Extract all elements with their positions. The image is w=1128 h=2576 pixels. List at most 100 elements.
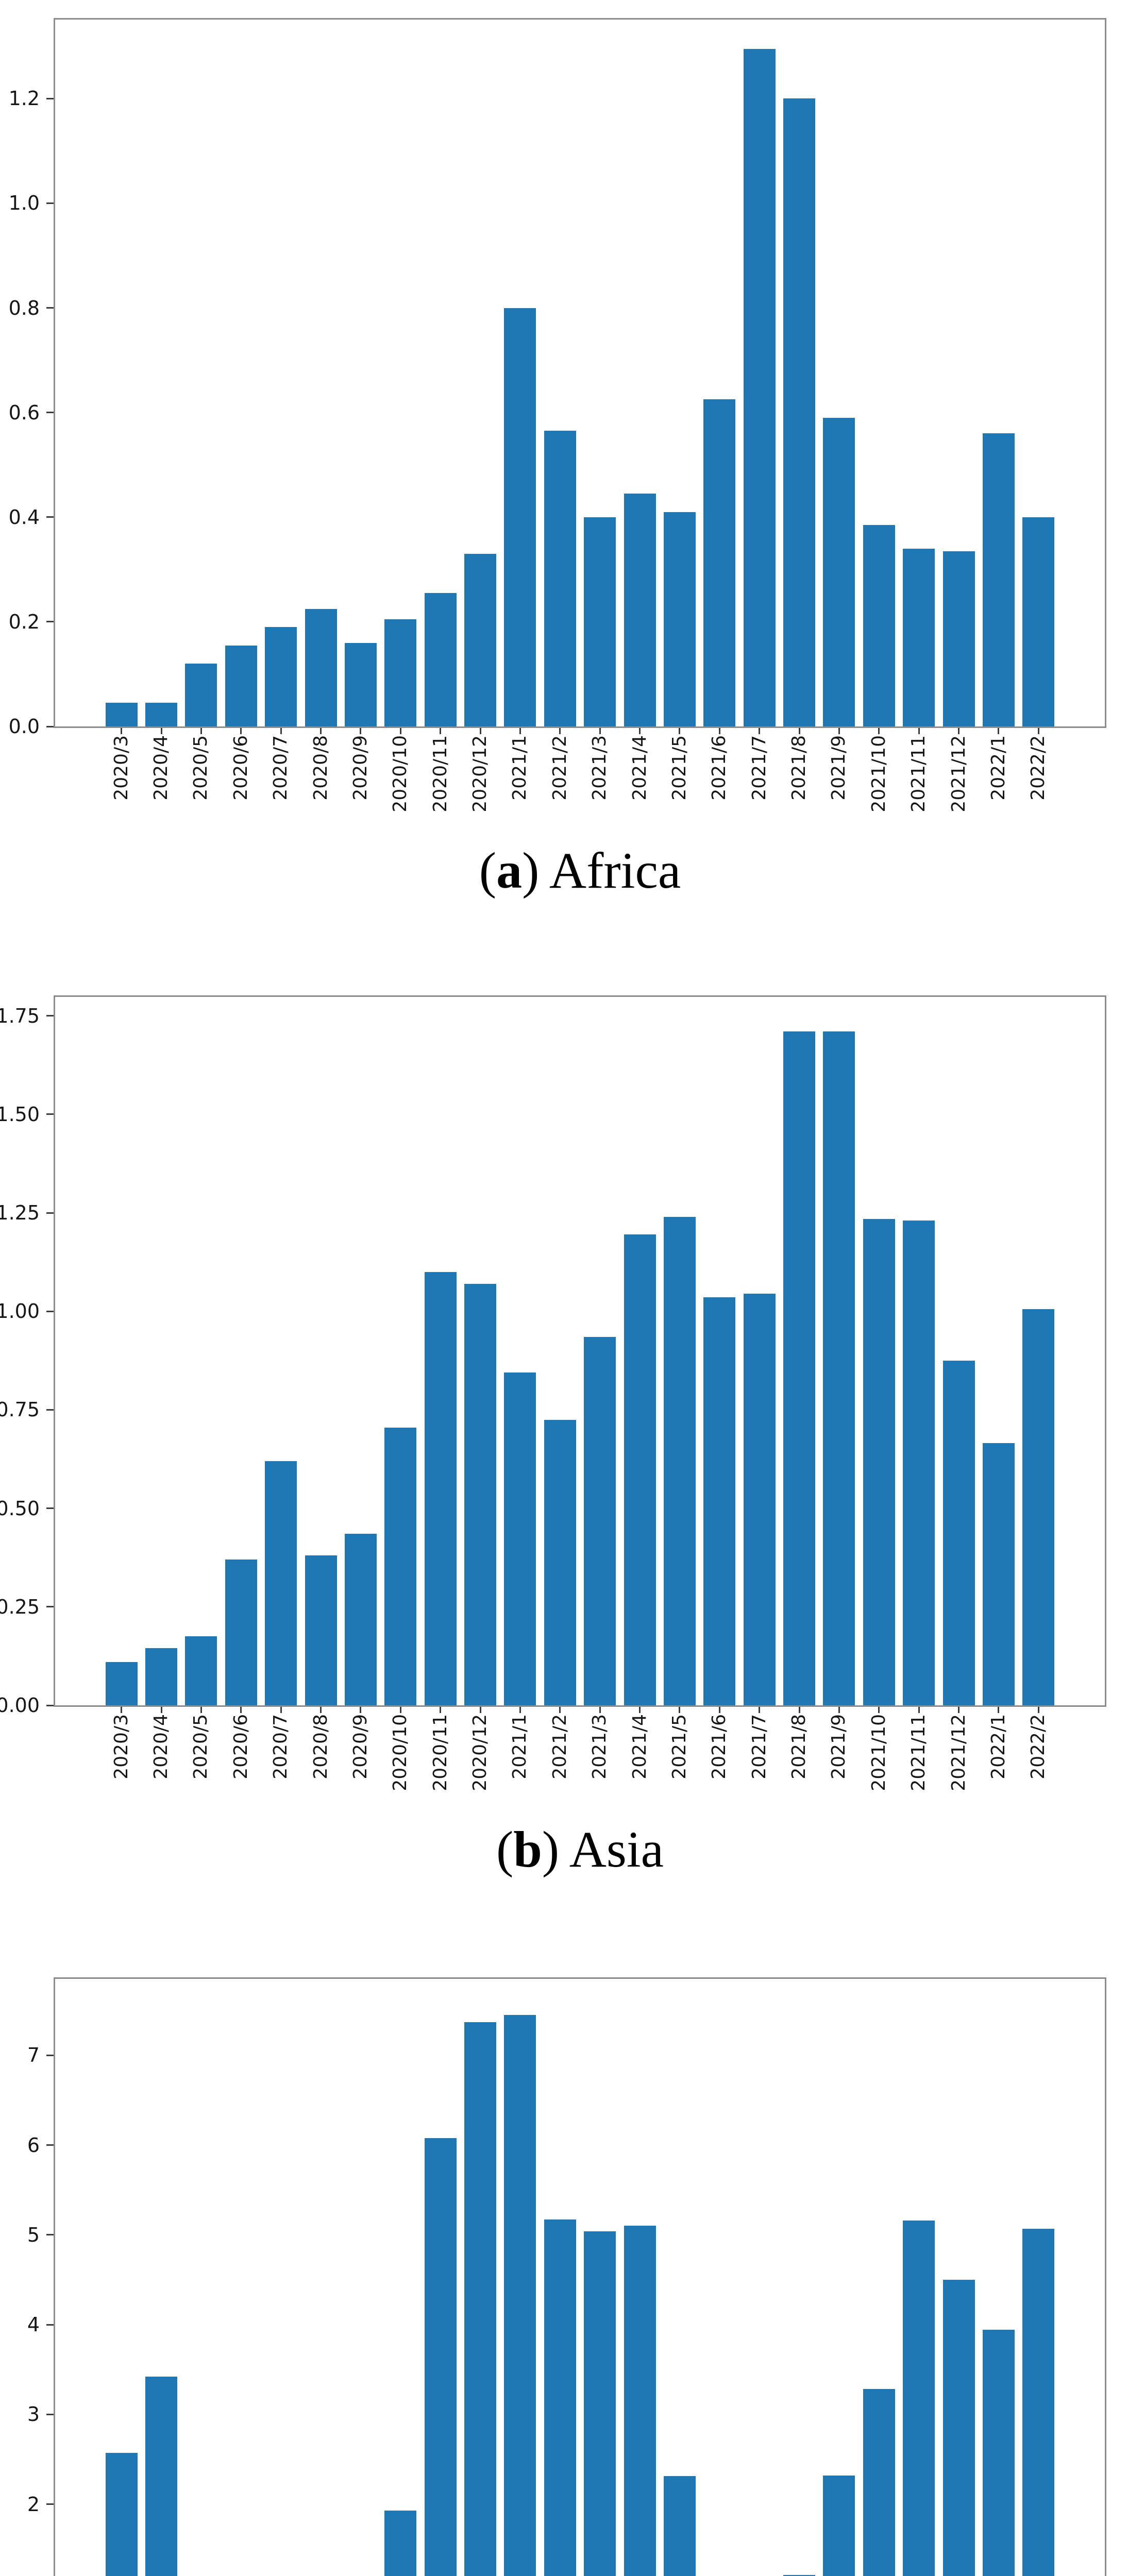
bar-2021-11 — [903, 1221, 935, 1705]
y-axis-tick-label: 1.2 — [8, 87, 40, 110]
x-axis-tick-label: 2020/3 — [110, 1714, 132, 1780]
x-axis-tick-mark — [519, 728, 521, 734]
x-axis-tick-label: 2021/9 — [828, 735, 850, 801]
y-axis-tick-mark — [46, 1015, 54, 1017]
bar-2021-3 — [584, 2231, 616, 2576]
x-axis-tick-label: 2021/6 — [709, 735, 730, 801]
europe-bar-chart-plot: 012345672020/32020/42020/52020/62020/720… — [27, 1977, 1106, 2576]
x-axis-tick-mark — [838, 1707, 840, 1713]
x-axis-tick-label: 2020/9 — [349, 735, 371, 801]
x-axis-tick-mark — [200, 728, 202, 734]
x-axis-tick-mark — [200, 1707, 202, 1713]
x-axis-tick-label: 2021/5 — [668, 1714, 690, 1780]
bar-2021-10 — [863, 2389, 895, 2576]
y-axis-tick-label: 0.4 — [8, 505, 40, 529]
bar-2021-7 — [743, 48, 776, 726]
y-axis-tick-label: 1.50 — [0, 1103, 40, 1126]
bar-2021-1 — [504, 2014, 536, 2576]
x-axis-tick-mark — [679, 728, 681, 734]
x-axis-tick-label: 2021/11 — [908, 1714, 930, 1791]
bar-2020-12 — [464, 553, 497, 726]
x-axis-tick-label: 2020/5 — [190, 1714, 212, 1780]
bar-2021-5 — [663, 1216, 696, 1705]
x-axis-tick-mark — [798, 728, 800, 734]
x-axis-tick-label: 2020/12 — [469, 1714, 491, 1791]
bar-2021-8 — [783, 1031, 816, 1705]
x-axis-tick-label: 2022/2 — [1028, 1714, 1049, 1780]
x-axis-tick-mark — [240, 728, 242, 734]
x-axis-tick-label: 2020/5 — [190, 735, 212, 801]
x-axis-tick-mark — [759, 728, 761, 734]
x-axis-tick-label: 2020/8 — [310, 1714, 331, 1780]
bar-2020-10 — [384, 2510, 417, 2576]
x-axis-tick-mark — [838, 728, 840, 734]
bar-2020-8 — [305, 608, 337, 726]
bar-2020-10 — [384, 1427, 417, 1705]
y-axis-tick-label: 7 — [27, 2044, 40, 2067]
x-axis-tick-mark — [280, 1707, 282, 1713]
x-axis-tick-label: 2022/1 — [987, 1714, 1009, 1780]
bar-2022-1 — [982, 433, 1015, 726]
x-axis-tick-label: 2020/6 — [230, 1714, 251, 1780]
bar-2021-1 — [504, 1372, 536, 1705]
bar-2021-2 — [544, 1419, 576, 1705]
x-axis-tick-mark — [360, 1707, 362, 1713]
caption-asia: (b) Asia — [54, 1821, 1106, 1878]
y-axis-tick-mark — [46, 1310, 54, 1312]
bar-2021-3 — [584, 517, 616, 726]
x-axis-tick-label: 2021/3 — [589, 735, 611, 801]
bar-2020-3 — [105, 703, 138, 726]
x-axis-tick-mark — [998, 1707, 1000, 1713]
x-axis-tick-mark — [479, 728, 481, 734]
caption-paren-open: ( — [496, 1821, 514, 1878]
bar-2022-2 — [1022, 517, 1055, 726]
bar-2021-8 — [783, 98, 816, 726]
y-axis-tick-mark — [46, 1507, 54, 1510]
x-axis-tick-label: 2020/8 — [310, 735, 331, 801]
y-axis-tick-mark — [46, 2234, 54, 2236]
bar-2021-6 — [703, 1297, 736, 1705]
x-axis-tick-label: 2020/11 — [429, 735, 451, 812]
bar-2022-1 — [982, 2330, 1015, 2576]
x-axis-tick-label: 2021/12 — [948, 735, 969, 812]
caption-paren-open: ( — [479, 842, 497, 899]
y-axis-tick-mark — [46, 412, 54, 414]
x-axis-tick-mark — [599, 728, 601, 734]
bar-2020-3 — [105, 2453, 138, 2576]
x-axis-tick-mark — [519, 1707, 521, 1713]
x-axis-tick-label: 2021/1 — [509, 735, 531, 801]
x-axis-tick-label: 2020/3 — [110, 735, 132, 801]
bar-2021-1 — [504, 308, 536, 726]
x-axis-tick-mark — [399, 1707, 401, 1713]
bar-2020-12 — [464, 1283, 497, 1705]
asia-bar-chart-plot: 0.00 0.25 0.50 0.75 1.00 1.25 1.50 1.75 2020/3 20… — [0, 995, 1106, 1791]
x-axis-tick-mark — [878, 1707, 880, 1713]
x-axis-tick-label: 2021/9 — [828, 1714, 850, 1780]
x-axis-tick-mark — [639, 1707, 641, 1713]
x-axis-tick-mark — [160, 728, 162, 734]
y-axis-tick-label: 0.8 — [8, 296, 40, 319]
x-axis-tick-mark — [718, 728, 720, 734]
x-axis-tick-mark — [559, 728, 561, 734]
x-axis-tick-mark — [918, 1707, 920, 1713]
caption-africa: (a) Africa — [54, 842, 1106, 900]
y-axis-tick-mark — [46, 202, 54, 204]
y-axis-tick-label: 5 — [27, 2223, 40, 2246]
bar-2021-4 — [624, 2226, 656, 2576]
bar-2020-4 — [145, 1648, 178, 1705]
y-axis-tick-label: 0.50 — [0, 1497, 40, 1520]
x-axis-tick-mark — [320, 728, 322, 734]
y-axis-tick-mark — [46, 307, 54, 309]
bar-2020-8 — [305, 1555, 337, 1705]
x-axis-tick-label: 2022/1 — [987, 735, 1009, 801]
caption-panel-letter: a — [496, 842, 523, 899]
x-axis-tick-mark — [399, 728, 401, 734]
bar-2021-8 — [783, 2575, 816, 2576]
x-axis-tick-mark — [440, 728, 442, 734]
x-axis-tick-mark — [718, 1707, 720, 1713]
x-axis-tick-label: 2020/7 — [270, 735, 292, 801]
bar-2020-5 — [185, 1636, 217, 1705]
bar-2020-10 — [384, 619, 417, 726]
bar-2020-11 — [424, 2138, 457, 2576]
